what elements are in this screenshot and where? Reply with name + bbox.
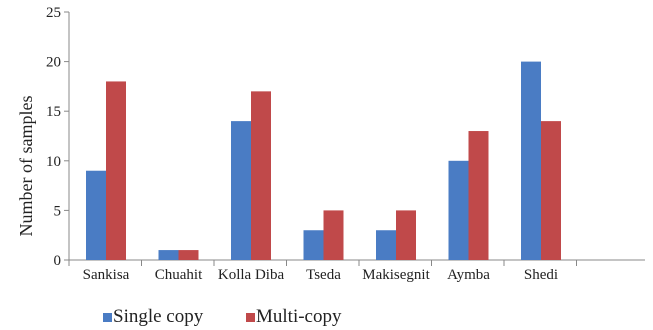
x-tick-label: Shedi — [524, 267, 558, 283]
bar-single-copy — [303, 230, 324, 260]
y-tick-label: 0 — [54, 253, 62, 269]
bar-multi-copy — [541, 121, 561, 261]
x-tick-label: Makisegnit — [362, 267, 430, 283]
y-tick-label: 25 — [46, 5, 61, 21]
x-tick-label: Sankisa — [83, 267, 130, 283]
legend: Single copy Multi-copy — [103, 306, 342, 327]
bar-multi-copy — [323, 210, 344, 260]
bar-multi-copy — [396, 210, 416, 260]
bar-single-copy — [521, 61, 541, 260]
x-tick-label: Tseda — [306, 267, 341, 283]
bar-single-copy — [86, 170, 106, 260]
legend-label: Multi-copy — [256, 306, 342, 327]
bar-multi-copy — [178, 250, 199, 260]
x-axis-labels: Sankisa Chuahit Kolla Diba Tseda Makisegnit A… — [83, 267, 558, 283]
legend-swatch — [246, 313, 255, 322]
bar-multi-copy — [106, 81, 126, 260]
x-tick-label: Chuahit — [155, 267, 203, 283]
y-tick-label: 10 — [46, 154, 61, 170]
x-tick-label: Kolla Diba — [218, 267, 285, 283]
legend-swatch — [103, 313, 112, 322]
y-tick-label: 15 — [46, 104, 61, 120]
bars — [86, 61, 561, 261]
y-tick-label: 5 — [54, 203, 62, 219]
bar-multi-copy — [251, 91, 271, 260]
y-axis-title: Number of samples — [16, 96, 36, 237]
bar-single-copy — [448, 160, 469, 260]
y-axis-title-group: Number of samples — [16, 96, 36, 237]
bar-single-copy — [376, 230, 396, 260]
bar-multi-copy — [468, 131, 489, 260]
bar-single-copy — [231, 121, 251, 261]
x-tick-label: Aymba — [447, 267, 490, 283]
y-axis-ticks: 0 5 10 15 20 25 — [46, 5, 69, 269]
legend-label: Single copy — [113, 306, 204, 327]
y-tick-label: 20 — [46, 55, 61, 71]
bar-single-copy — [158, 250, 179, 260]
